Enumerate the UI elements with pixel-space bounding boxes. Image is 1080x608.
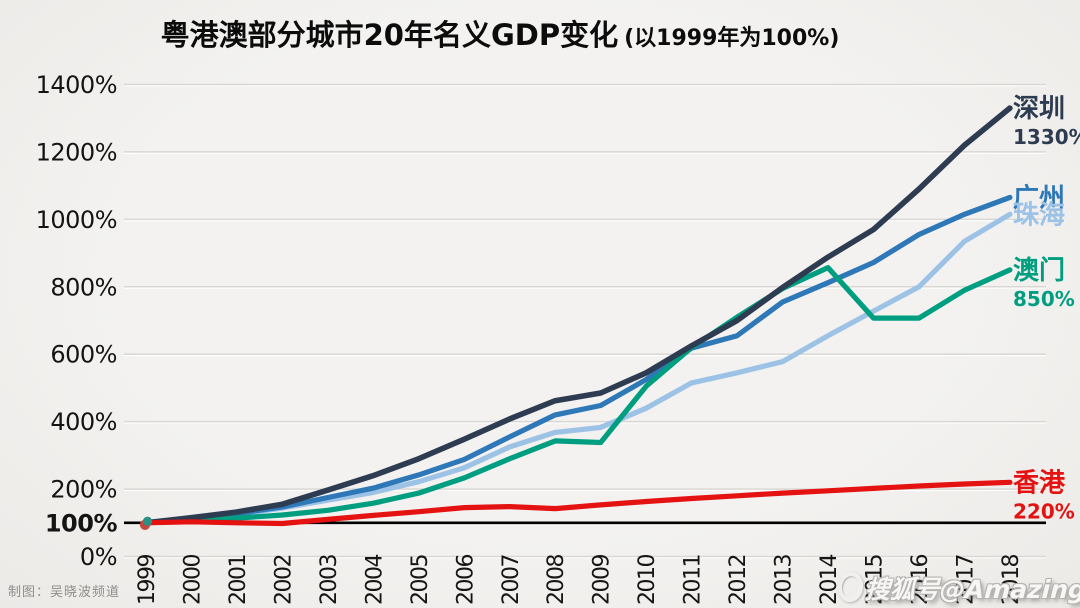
- chart-title-sub: (以1999年为100%): [624, 26, 840, 51]
- watermark: 搜狐号@Amazing: [837, 570, 1080, 606]
- watermark-text: 搜狐号@Amazing: [864, 575, 1080, 604]
- y-tick-label: 1400%: [36, 71, 117, 99]
- y-tick-label: 600%: [50, 341, 117, 369]
- y-tick-label: 100%: [45, 509, 118, 537]
- x-tick-label: 2017: [953, 555, 978, 605]
- series-line-香港: [143, 479, 1013, 527]
- credit-text: 制图：吴晓波频道: [8, 585, 121, 600]
- x-tick-label: 2009: [590, 555, 615, 605]
- x-tick-label: 2011: [681, 555, 706, 605]
- y-tick-label: 0%: [80, 543, 117, 571]
- x-tick-label: 2014: [817, 555, 842, 605]
- x-tick-label: 2012: [726, 555, 751, 605]
- chart-title: 粤港澳部分城市20年名义GDP变化 (以1999年为100%): [0, 12, 1000, 54]
- y-tick-label: 800%: [50, 273, 117, 301]
- series-line-澳门: [143, 265, 1013, 526]
- x-tick-label: 2004: [362, 555, 387, 605]
- series-line-广州: [143, 194, 1013, 526]
- x-tick-label: 2013: [772, 555, 797, 605]
- x-tick-label: 2015: [863, 555, 888, 605]
- x-tick-label: 2000: [180, 555, 205, 605]
- chart-title-main: 粤港澳部分城市20年名义GDP变化: [160, 18, 619, 52]
- x-tick-label: 1999: [135, 555, 160, 605]
- y-tick-label: 1000%: [36, 206, 117, 234]
- x-tick-label: 2007: [499, 555, 524, 605]
- series-value-label-澳门: 850%: [1013, 287, 1075, 311]
- x-tick-label: 2018: [999, 555, 1024, 605]
- series-value-label-深圳: 1330%: [1013, 125, 1080, 149]
- x-tick-label: 2001: [226, 555, 251, 605]
- x-tick-label: 2016: [908, 555, 933, 605]
- x-tick-label: 2003: [317, 555, 342, 605]
- sohu-logo-swirl-icon: [837, 572, 864, 602]
- x-tick-label: 2006: [453, 555, 478, 605]
- x-tick-label: 2002: [271, 555, 296, 605]
- start-marker-dot: [142, 516, 153, 526]
- x-tick-label: 2010: [635, 555, 660, 605]
- series-line-深圳: [143, 105, 1013, 526]
- series-label-珠海: 珠海: [1013, 200, 1065, 230]
- x-tick-label: 2008: [544, 555, 569, 605]
- y-tick-label: 1200%: [36, 138, 117, 166]
- series-label-广州: 广州: [1013, 183, 1065, 213]
- series-label-深圳: 深圳: [1013, 94, 1065, 124]
- series-label-澳门: 澳门: [1013, 256, 1065, 286]
- series-label-香港: 香港: [1013, 468, 1066, 498]
- y-tick-label: 200%: [50, 476, 117, 504]
- y-tick-label: 400%: [50, 408, 117, 436]
- x-tick-label: 2005: [408, 555, 433, 605]
- series-value-label-香港: 220%: [1013, 499, 1075, 523]
